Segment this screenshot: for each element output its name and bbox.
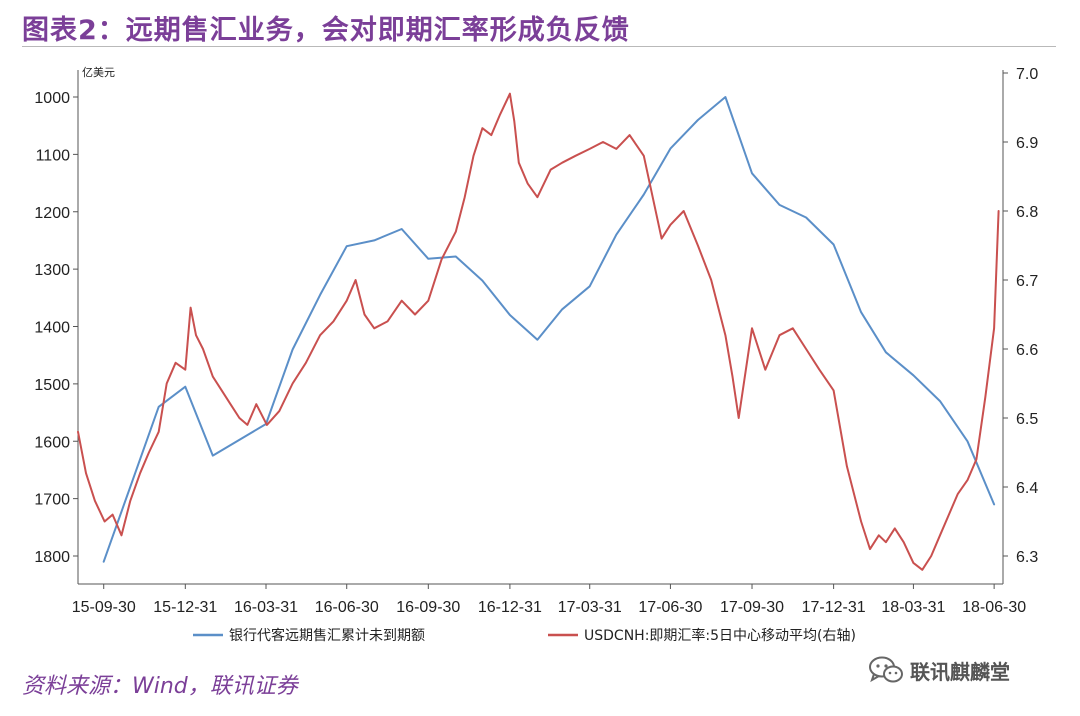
title-divider bbox=[22, 46, 1056, 47]
left-axis-tick-label: 1800 bbox=[34, 549, 70, 566]
x-axis-tick-label: 16-06-30 bbox=[315, 599, 379, 616]
right-axis-tick-label: 7.0 bbox=[1016, 66, 1038, 83]
wechat-icon bbox=[869, 656, 903, 683]
right-axis-tick-label: 6.9 bbox=[1016, 135, 1038, 152]
x-axis-tick-label: 15-09-30 bbox=[72, 599, 136, 616]
legend-label: 银行代客远期售汇累计未到期额 bbox=[229, 627, 425, 644]
right-axis-tick-label: 6.7 bbox=[1016, 273, 1038, 290]
left-axis-tick-label: 1500 bbox=[34, 377, 70, 394]
left-axis-unit: 亿美元 bbox=[82, 66, 115, 79]
series-line-forward-sales bbox=[102, 96, 996, 563]
x-axis-tick-label: 17-12-31 bbox=[802, 599, 866, 616]
right-axis-tick-label: 6.5 bbox=[1016, 411, 1038, 428]
x-axis-tick-label: 16-12-31 bbox=[478, 599, 542, 616]
x-axis-tick-label: 16-09-30 bbox=[396, 599, 460, 616]
legend: 银行代客远期售汇累计未到期额 USDCNH:即期汇率:5日中心移动平均(右轴) bbox=[193, 627, 856, 644]
left-axis-tick-label: 1600 bbox=[34, 434, 70, 451]
legend-label: USDCNH:即期汇率:5日中心移动平均(右轴) bbox=[584, 627, 856, 644]
watermark-text: 联讯麒麟堂 bbox=[910, 659, 1010, 684]
right-axis-tick-label: 6.4 bbox=[1016, 480, 1038, 497]
left-axis-tick-label: 1100 bbox=[36, 147, 71, 164]
watermark: 联讯麒麟堂 bbox=[868, 652, 1010, 688]
series-lines bbox=[77, 92, 1000, 571]
chart-title: 图表2：远期售汇业务，会对即期汇率形成负反馈 bbox=[22, 15, 630, 46]
left-axis-tick-label: 1700 bbox=[34, 492, 70, 509]
left-axis-tick-label: 1200 bbox=[34, 205, 70, 222]
right-axis-tick-label: 6.6 bbox=[1016, 342, 1038, 359]
x-axis-tick-label: 17-03-31 bbox=[558, 599, 622, 616]
x-axis-tick-label: 15-12-31 bbox=[153, 599, 217, 616]
right-axis-tick-label: 6.3 bbox=[1016, 549, 1038, 566]
x-axis-tick-label: 18-03-31 bbox=[881, 599, 945, 616]
left-axis: 亿美元 1000 1100 1200 1300 1400 1500 1600 1700 1800 bbox=[34, 66, 115, 584]
left-axis-tick-label: 1400 bbox=[34, 320, 70, 337]
x-axis-tick-label: 17-09-30 bbox=[720, 599, 784, 616]
x-axis: 15-09-30 15-12-31 16-03-31 16-06-30 16-09-30… bbox=[72, 583, 1026, 616]
right-axis-tick-label: 6.8 bbox=[1016, 204, 1038, 221]
x-axis-tick-label: 18-06-30 bbox=[962, 599, 1026, 616]
x-axis-tick-label: 17-06-30 bbox=[638, 599, 702, 616]
left-axis-tick-label: 1000 bbox=[34, 90, 70, 107]
source-note: 资料来源：Wind，联讯证券 bbox=[22, 674, 298, 699]
left-axis-tick-label: 1300 bbox=[34, 262, 70, 279]
right-axis: 6.3 6.4 6.5 6.6 6.7 6.8 6.9 7.0 bbox=[1002, 66, 1038, 584]
x-axis-tick-label: 16-03-31 bbox=[234, 599, 298, 616]
series-line-usdcnh bbox=[77, 92, 1000, 571]
